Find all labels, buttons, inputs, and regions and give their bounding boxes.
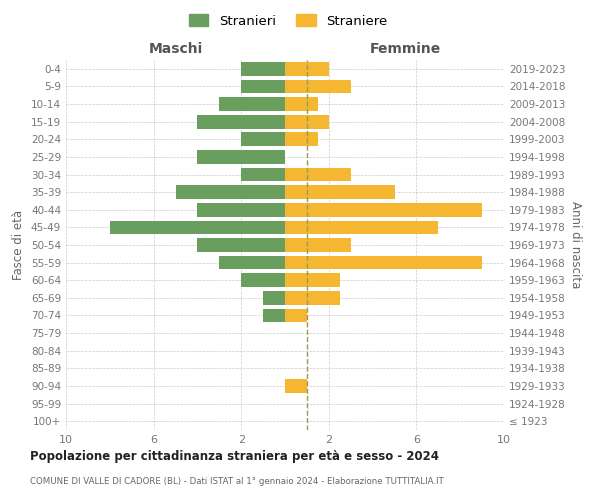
Bar <box>285 308 307 322</box>
Bar <box>285 62 329 76</box>
Bar <box>285 186 395 199</box>
Bar <box>263 291 285 304</box>
Bar <box>197 115 285 128</box>
Bar <box>285 220 439 234</box>
Text: Femmine: Femmine <box>370 42 441 56</box>
Bar <box>285 132 318 146</box>
Text: COMUNE DI VALLE DI CADORE (BL) - Dati ISTAT al 1° gennaio 2024 - Elaborazione TU: COMUNE DI VALLE DI CADORE (BL) - Dati IS… <box>30 478 444 486</box>
Bar <box>241 274 285 287</box>
Bar <box>241 168 285 181</box>
Bar <box>285 80 351 94</box>
Bar <box>241 132 285 146</box>
Bar <box>197 150 285 164</box>
Y-axis label: Fasce di età: Fasce di età <box>13 210 25 280</box>
Bar <box>197 238 285 252</box>
Bar <box>285 97 318 111</box>
Text: Maschi: Maschi <box>148 42 203 56</box>
Legend: Stranieri, Straniere: Stranieri, Straniere <box>184 9 392 33</box>
Bar <box>220 256 285 270</box>
Y-axis label: Anni di nascita: Anni di nascita <box>569 202 582 288</box>
Bar <box>285 115 329 128</box>
Bar <box>175 186 285 199</box>
Bar <box>241 80 285 94</box>
Bar <box>285 238 351 252</box>
Bar <box>197 203 285 216</box>
Bar <box>285 274 340 287</box>
Bar <box>220 97 285 111</box>
Bar <box>285 379 307 393</box>
Bar <box>285 203 482 216</box>
Bar <box>285 256 482 270</box>
Bar <box>110 220 285 234</box>
Bar <box>285 291 340 304</box>
Bar <box>263 308 285 322</box>
Text: Popolazione per cittadinanza straniera per età e sesso - 2024: Popolazione per cittadinanza straniera p… <box>30 450 439 463</box>
Bar <box>285 168 351 181</box>
Bar <box>241 62 285 76</box>
